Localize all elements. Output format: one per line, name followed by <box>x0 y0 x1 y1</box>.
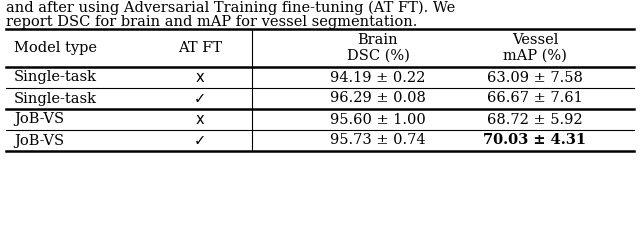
Text: Single-task: Single-task <box>14 71 97 84</box>
Text: 68.72 ± 5.92: 68.72 ± 5.92 <box>487 112 583 126</box>
Text: and after using Adversarial Training fine-tuning (AT FT). We: and after using Adversarial Training fin… <box>6 1 455 15</box>
Text: JoB-VS: JoB-VS <box>14 112 64 126</box>
Text: 95.60 ± 1.00: 95.60 ± 1.00 <box>330 112 426 126</box>
Text: 95.73 ± 0.74: 95.73 ± 0.74 <box>330 133 426 148</box>
Text: Brain: Brain <box>358 33 398 47</box>
Text: 66.67 ± 7.61: 66.67 ± 7.61 <box>487 92 583 105</box>
Text: 63.09 ± 7.58: 63.09 ± 7.58 <box>487 71 583 84</box>
Text: Vessel: Vessel <box>512 33 558 47</box>
Text: mAP (%): mAP (%) <box>503 49 567 63</box>
Text: Model type: Model type <box>14 41 97 55</box>
Text: ✓: ✓ <box>194 133 206 148</box>
Text: report DSC for brain and mAP for vessel segmentation.: report DSC for brain and mAP for vessel … <box>6 15 417 29</box>
Text: Single-task: Single-task <box>14 92 97 105</box>
Text: 96.29 ± 0.08: 96.29 ± 0.08 <box>330 92 426 105</box>
Text: 70.03 ± 4.31: 70.03 ± 4.31 <box>483 133 587 148</box>
Text: 94.19 ± 0.22: 94.19 ± 0.22 <box>330 71 426 84</box>
Text: ✓: ✓ <box>194 91 206 106</box>
Text: x: x <box>196 112 204 127</box>
Text: AT FT: AT FT <box>178 41 222 55</box>
Text: x: x <box>196 70 204 85</box>
Text: JoB-VS: JoB-VS <box>14 133 64 148</box>
Text: DSC (%): DSC (%) <box>347 49 410 63</box>
